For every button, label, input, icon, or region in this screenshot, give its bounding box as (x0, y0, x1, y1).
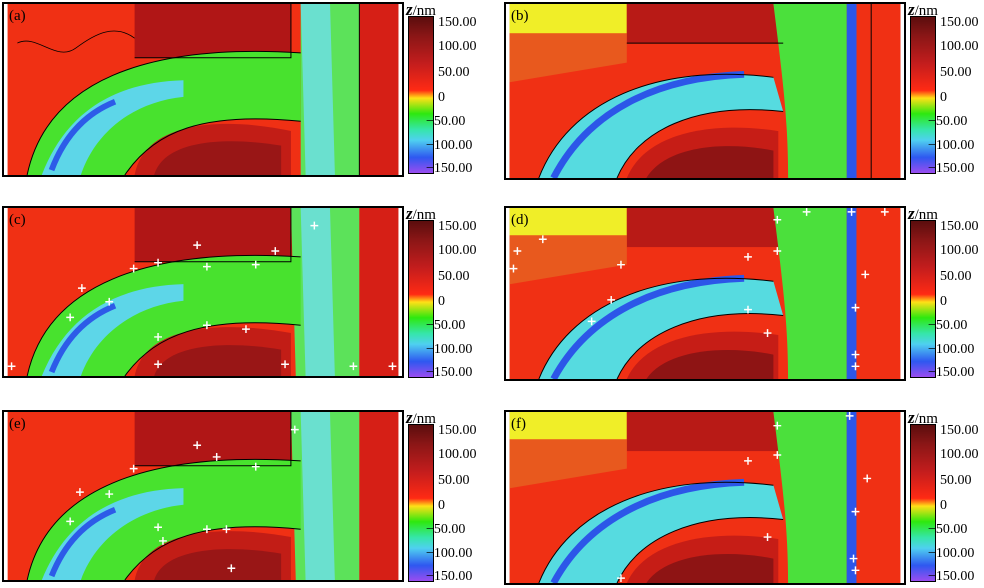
height-map-f: (f) (504, 410, 906, 585)
panel-label-c: (c) (9, 212, 26, 228)
marker-crosses (509, 208, 889, 371)
colorbar-tick: 150.00 (438, 15, 477, 30)
colorbar-tick: −50.00 (928, 522, 968, 537)
colorbar-tick: 150.00 (940, 219, 979, 234)
height-map-a: (a) (2, 2, 404, 177)
colorbar-tick: 0 (438, 498, 445, 513)
colorbar-tick: 100.00 (940, 39, 979, 54)
colorbar-tick: −50.00 (928, 318, 968, 333)
colorbar-tick: 100.00 (438, 447, 477, 462)
colorbar-tick: −100.00 (928, 546, 975, 561)
colorbar-tick: 50.00 (438, 269, 470, 284)
colorbar-tick: 0 (438, 294, 445, 309)
colorbar-tick: 100.00 (940, 243, 979, 258)
height-map-c-svg (7, 208, 399, 376)
colorbar-tick: −50.00 (426, 114, 466, 129)
colorbar-tick: 50.00 (438, 65, 470, 80)
height-map-e-svg (7, 412, 399, 580)
colorbar-tick: −100.00 (426, 138, 473, 153)
colorbar-tick: 0 (940, 498, 947, 513)
colorbar-b (910, 16, 936, 174)
colorbar-tick: 0 (438, 90, 445, 105)
marker-crosses (66, 425, 299, 573)
colorbar-title-e: z/nm (406, 408, 436, 427)
height-map-d: (d) (504, 206, 906, 381)
colorbar-f (910, 424, 936, 582)
colorbar-e (408, 424, 434, 582)
colorbar-tick: 150.00 (940, 15, 979, 30)
panel-label-f: (f) (511, 416, 526, 432)
colorbar-title-f: z/nm (908, 408, 938, 427)
colorbar-tick: 50.00 (940, 473, 972, 488)
colorbar-tick: −150.00 (928, 569, 975, 584)
height-map-a-svg (7, 4, 399, 175)
colorbar-title-c: z/nm (406, 204, 436, 223)
panel-label-e: (e) (9, 416, 26, 432)
colorbar-tick: 50.00 (940, 269, 972, 284)
colorbar-title-a: z/nm (406, 0, 436, 19)
height-map-e: (e) (2, 410, 404, 582)
colorbar-tick: 0 (940, 90, 947, 105)
colorbar-tick: 50.00 (438, 473, 470, 488)
height-map-b: (b) (504, 2, 906, 180)
colorbar-tick: −50.00 (426, 318, 466, 333)
colorbar-tick: −100.00 (928, 138, 975, 153)
panel-label-b: (b) (511, 8, 529, 24)
colorbar-tick: −150.00 (928, 365, 975, 380)
height-map-f-svg (509, 412, 901, 583)
colorbar-d (910, 220, 936, 378)
colorbar-tick: −150.00 (426, 365, 473, 380)
colorbar-tick: −50.00 (426, 522, 466, 537)
colorbar-title-d: z/nm (908, 204, 938, 223)
colorbar-a (408, 16, 434, 174)
marker-crosses (617, 412, 872, 583)
colorbar-tick: 0 (940, 294, 947, 309)
colorbar-tick: 100.00 (940, 447, 979, 462)
colorbar-title-b: z/nm (908, 0, 938, 19)
colorbar-tick: −150.00 (426, 569, 473, 584)
height-map-c: (c) (2, 206, 404, 378)
height-map-b-svg (509, 4, 901, 178)
colorbar-tick: 100.00 (438, 243, 477, 258)
colorbar-tick: 150.00 (438, 423, 477, 438)
colorbar-tick: 100.00 (438, 39, 477, 54)
colorbar-tick: 150.00 (940, 423, 979, 438)
marker-crosses (7, 221, 397, 371)
colorbar-c (408, 220, 434, 378)
colorbar-tick: −100.00 (426, 546, 473, 561)
panel-label-d: (d) (511, 212, 529, 228)
colorbar-tick: −100.00 (426, 342, 473, 357)
colorbar-tick: −50.00 (928, 114, 968, 129)
colorbar-tick: −150.00 (928, 161, 975, 176)
panel-label-a: (a) (9, 8, 26, 24)
height-map-d-svg (509, 208, 901, 379)
colorbar-tick: 50.00 (940, 65, 972, 80)
colorbar-tick: −150.00 (426, 161, 473, 176)
colorbar-tick: 150.00 (438, 219, 477, 234)
colorbar-tick: −100.00 (928, 342, 975, 357)
